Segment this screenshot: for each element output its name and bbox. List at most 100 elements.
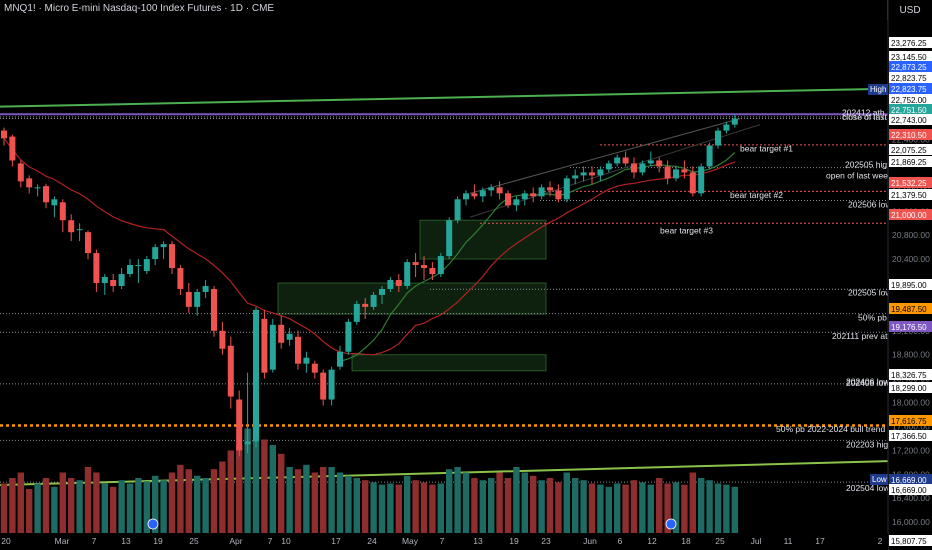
- candle-body: [496, 187, 503, 194]
- time-tick: Mar: [55, 536, 70, 546]
- volume-bar: [9, 478, 16, 533]
- candle-body: [68, 220, 75, 233]
- candle-body: [160, 244, 167, 248]
- price-label: 22,823.75: [891, 85, 927, 94]
- candle-body: [1, 130, 7, 139]
- candle-body: [404, 262, 411, 286]
- candle-body: [76, 229, 83, 231]
- candle-body: [631, 163, 637, 173]
- level-annotation: 202412 ath: [842, 108, 885, 118]
- volume-bar: [345, 475, 352, 533]
- volume-bar: [555, 482, 562, 533]
- volume-bar: [462, 472, 470, 533]
- volume-bar: [286, 467, 293, 533]
- volume-bar: [362, 480, 369, 533]
- volume-bar: [479, 480, 486, 533]
- time-tick: 19: [153, 536, 163, 546]
- price-label-tag: [889, 37, 932, 48]
- volume-bar: [328, 467, 335, 533]
- level-annotation: bear target #3: [660, 225, 713, 235]
- price-label: 21,000.00: [891, 211, 927, 220]
- low-tag: Low: [872, 475, 887, 484]
- time-tick: 17: [331, 536, 341, 546]
- time-tick: 23: [541, 536, 551, 546]
- volume-bar: [437, 483, 444, 533]
- candle-body: [337, 351, 343, 367]
- candle-body: [555, 190, 562, 200]
- volume-bar: [496, 472, 503, 533]
- volume-bar: [521, 472, 528, 533]
- time-tick: 10: [281, 536, 291, 546]
- volume-bar: [714, 483, 722, 533]
- volume-bar: [605, 486, 612, 533]
- candle-body: [547, 187, 553, 191]
- volume-bar: [126, 483, 134, 533]
- candle-body: [43, 186, 49, 203]
- candle-body: [169, 244, 175, 269]
- level-annotation: 202111 prev ath: [832, 331, 892, 341]
- level-annotation: 202203 high: [846, 439, 893, 449]
- volume-bar: [135, 478, 142, 533]
- time-tick: 19: [509, 536, 519, 546]
- volume-bar: [538, 480, 545, 533]
- price-label-tag: [889, 144, 932, 155]
- level-annotation: 50% pb 2022-2024 bull trend: [776, 424, 885, 434]
- high-tag: High: [870, 85, 886, 94]
- event-icon[interactable]: [147, 518, 159, 530]
- price-label: 19,487.50: [891, 305, 927, 314]
- volume-bar: [689, 472, 696, 533]
- price-label: 22,752.00: [891, 96, 927, 105]
- lower-trendline: [0, 460, 889, 487]
- time-tick: 17: [815, 536, 825, 546]
- volume-bar: [471, 478, 478, 533]
- moving-average-red: [3, 137, 735, 356]
- volume-bar: [336, 472, 344, 533]
- volume-bar: [630, 480, 638, 533]
- candle-body: [521, 193, 528, 200]
- volume-bar: [168, 472, 176, 533]
- price-label-tag: [889, 474, 932, 485]
- candle-body: [51, 199, 58, 206]
- volume-bar: [110, 486, 117, 533]
- candle-body: [269, 324, 276, 370]
- volume-bar: [639, 482, 646, 533]
- candle-body: [101, 277, 108, 283]
- level-annotation: bear target #1: [740, 143, 793, 153]
- volume-bar: [177, 464, 184, 533]
- time-tick: Jul: [751, 536, 762, 546]
- time-tick: 24: [367, 536, 377, 546]
- price-label-tag: [889, 303, 932, 314]
- candle-body: [505, 193, 511, 206]
- volume-bar: [698, 478, 705, 533]
- price-tick: 18,800.00: [892, 350, 930, 360]
- time-tick: Jun: [583, 536, 597, 546]
- candle-body: [9, 136, 16, 161]
- price-label: 22,743.00: [891, 116, 927, 125]
- volume-bar: [614, 483, 621, 533]
- price-label-tag: [889, 321, 932, 332]
- upper-trendline: [0, 87, 889, 108]
- volume-bar: [412, 480, 419, 533]
- volume-bar: [227, 450, 234, 533]
- level-annotation: 202504 low: [846, 483, 890, 493]
- price-label-tag: [889, 104, 932, 115]
- time-tick: May: [402, 536, 419, 546]
- candle-body: [463, 193, 469, 200]
- volume-bar: [320, 467, 327, 533]
- event-icon[interactable]: [665, 518, 677, 530]
- volume-bar: [723, 484, 730, 533]
- volume-bar: [429, 484, 436, 533]
- price-label: 16,669.00: [891, 486, 927, 495]
- price-label-tag: [889, 83, 932, 94]
- volume-bar: [59, 472, 66, 533]
- candle-body: [723, 124, 730, 131]
- currency-button[interactable]: USD: [887, 0, 932, 20]
- time-tick: 11: [784, 536, 793, 546]
- volume-bar: [143, 481, 150, 533]
- time-tick: 20: [1, 536, 11, 546]
- volume-bar: [588, 483, 596, 533]
- channel-line-upper: [469, 118, 741, 194]
- volume-bar: [84, 467, 92, 533]
